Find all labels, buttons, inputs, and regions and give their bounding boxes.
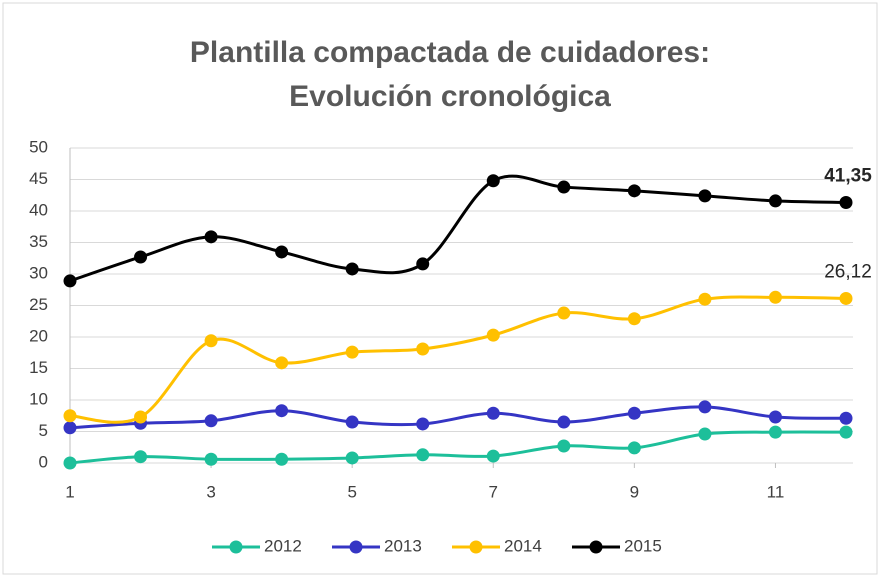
data-point xyxy=(134,410,148,424)
legend-marker xyxy=(349,540,363,554)
data-point xyxy=(416,448,430,462)
data-point xyxy=(345,451,359,465)
chart-title: Plantilla compactada de cuidadores: xyxy=(190,36,710,69)
legend-label: 2015 xyxy=(624,536,662,555)
data-point xyxy=(416,342,430,356)
data-point xyxy=(698,189,712,203)
data-point xyxy=(204,452,218,466)
series-line xyxy=(69,405,847,430)
data-point xyxy=(134,450,148,464)
data-point xyxy=(275,356,289,370)
data-point xyxy=(627,184,641,198)
data-point xyxy=(698,427,712,441)
data-label: 41,35 xyxy=(824,166,872,187)
data-point xyxy=(627,406,641,420)
data-point xyxy=(557,180,571,194)
data-point xyxy=(275,452,289,466)
data-point xyxy=(63,274,77,288)
data-point xyxy=(698,400,712,414)
y-tick-label: 50 xyxy=(29,137,48,156)
data-point xyxy=(63,421,77,435)
x-tick-label: 11 xyxy=(767,482,785,501)
data-point xyxy=(204,230,218,244)
data-point xyxy=(698,292,712,306)
data-point xyxy=(557,415,571,429)
data-point xyxy=(275,404,289,418)
legend-marker xyxy=(229,540,243,554)
data-point xyxy=(204,414,218,428)
y-tick-label: 25 xyxy=(29,295,48,314)
data-label: 26,12 xyxy=(824,261,872,282)
data-point xyxy=(768,425,782,439)
data-point xyxy=(345,345,359,359)
x-tick-label: 7 xyxy=(489,482,498,501)
data-point xyxy=(486,406,500,420)
x-tick-label: 1 xyxy=(65,482,74,501)
data-point xyxy=(63,456,77,470)
data-point xyxy=(768,194,782,208)
data-point xyxy=(134,250,148,264)
data-point xyxy=(486,174,500,188)
data-point xyxy=(275,245,289,259)
data-point xyxy=(416,417,430,431)
data-point xyxy=(839,425,853,439)
data-point xyxy=(416,257,430,271)
y-tick-label: 30 xyxy=(29,263,48,282)
y-tick-label: 45 xyxy=(29,169,48,188)
y-tick-label: 15 xyxy=(29,358,48,377)
x-tick-label: 5 xyxy=(347,482,356,501)
data-point xyxy=(345,262,359,276)
data-point xyxy=(768,290,782,304)
y-tick-label: 20 xyxy=(29,326,48,345)
y-tick-label: 10 xyxy=(29,389,48,408)
data-point xyxy=(768,410,782,424)
data-point xyxy=(486,449,500,463)
data-point xyxy=(839,291,853,305)
data-point xyxy=(839,411,853,425)
y-tick-label: 35 xyxy=(29,232,48,251)
y-tick-label: 0 xyxy=(39,452,48,471)
data-point xyxy=(486,328,500,342)
data-point xyxy=(839,195,853,209)
data-point xyxy=(557,439,571,453)
legend-marker xyxy=(589,540,603,554)
data-point xyxy=(63,409,77,423)
x-tick-label: 9 xyxy=(630,482,639,501)
data-point xyxy=(345,415,359,429)
data-point xyxy=(627,312,641,326)
y-tick-label: 40 xyxy=(29,200,48,219)
data-point xyxy=(557,306,571,320)
legend-label: 2014 xyxy=(504,536,542,555)
legend-label: 2013 xyxy=(384,536,422,555)
legend-marker xyxy=(469,540,483,554)
x-tick-label: 3 xyxy=(206,482,215,501)
legend-label: 2012 xyxy=(264,536,302,555)
data-point xyxy=(204,334,218,348)
chart-title: Evolución cronológica xyxy=(289,80,611,113)
data-point xyxy=(627,441,641,455)
y-tick-label: 5 xyxy=(39,421,48,440)
series-line xyxy=(69,430,847,465)
